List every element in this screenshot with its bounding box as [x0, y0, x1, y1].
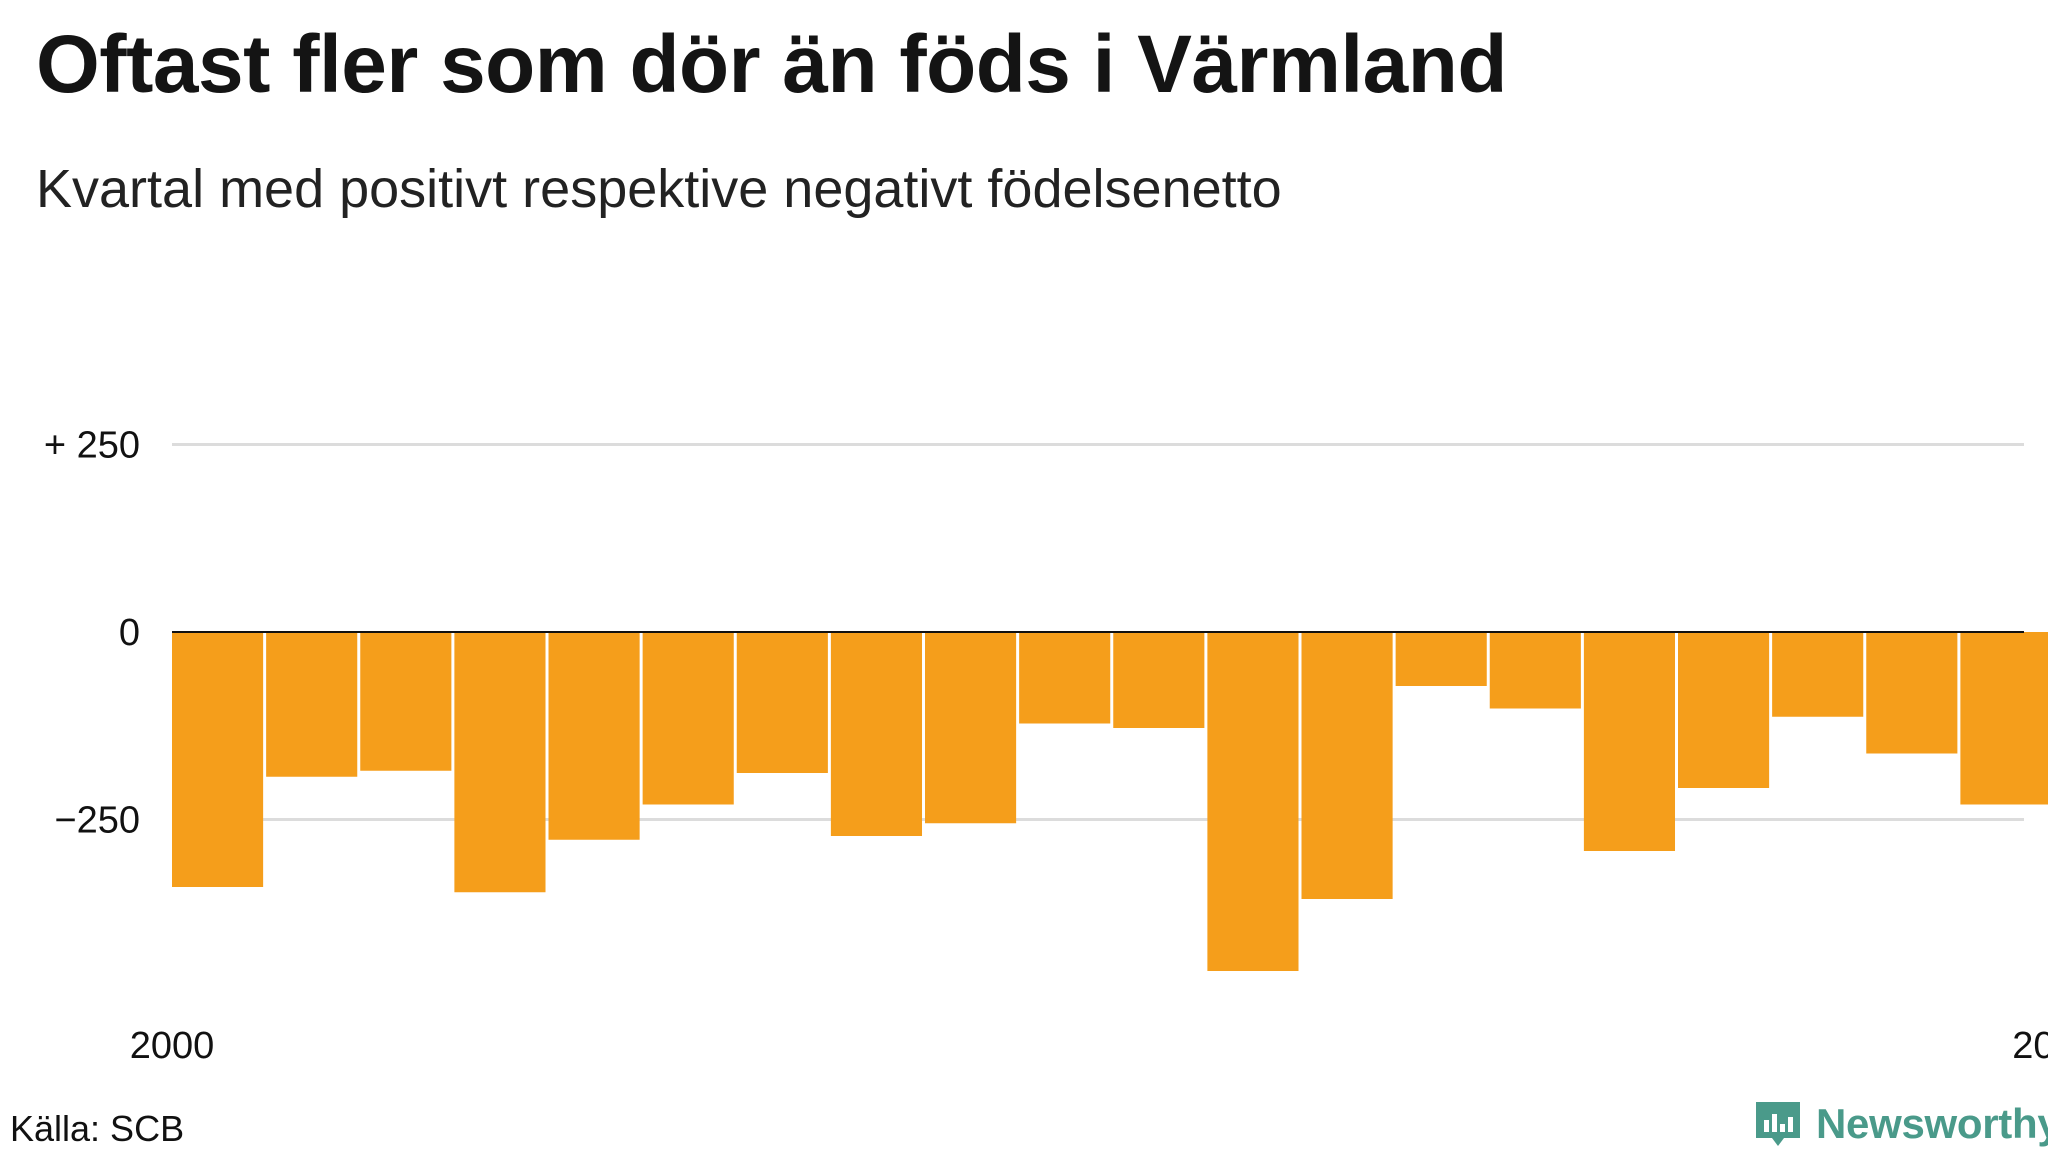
bar-negative — [925, 632, 1017, 824]
newsworthy-logo: Newsworthy — [1752, 1098, 2048, 1150]
bar-negative — [172, 632, 264, 887]
bar-negative — [1772, 632, 1864, 717]
y-tick-label: −250 — [54, 800, 140, 842]
x-axis-labels: 20002005201020152020 — [130, 1025, 2048, 1067]
chart-title: Oftast fler som dör än föds i Värmland — [36, 19, 1507, 110]
bar-negative — [642, 632, 734, 805]
bar-negative — [1583, 632, 1676, 851]
bar-negative — [266, 632, 358, 777]
bar-negative — [1019, 632, 1111, 724]
bars — [172, 632, 2048, 971]
x-tick-label: 2000 — [130, 1025, 215, 1067]
source-note: Källa: SCB — [10, 1108, 185, 1149]
chart-subtitle: Kvartal med positivt respektive negativt… — [36, 159, 1282, 219]
bar-negative — [548, 632, 640, 840]
y-tick-label: 0 — [119, 612, 140, 654]
bar-negative — [1960, 632, 2048, 805]
logo-text: Newsworthy — [1816, 1100, 2048, 1147]
bar-negative — [360, 632, 452, 771]
newsworthy-logo-icon — [1756, 1102, 1800, 1146]
bar-negative — [736, 632, 828, 773]
bar-negative — [1207, 632, 1299, 971]
bar-negative — [1678, 632, 1770, 788]
bar-negative — [1395, 632, 1487, 686]
bar-negative — [1489, 632, 1581, 709]
bar-negative — [1866, 632, 1958, 754]
bar-negative — [1113, 632, 1205, 728]
y-axis-labels: + 250 0 −250 — [44, 425, 140, 842]
bar-negative — [1301, 632, 1393, 899]
bar-negative — [454, 632, 546, 893]
bar-negative — [830, 632, 923, 836]
y-tick-label: + 250 — [44, 425, 140, 467]
x-tick-label: 2005 — [2012, 1025, 2048, 1067]
